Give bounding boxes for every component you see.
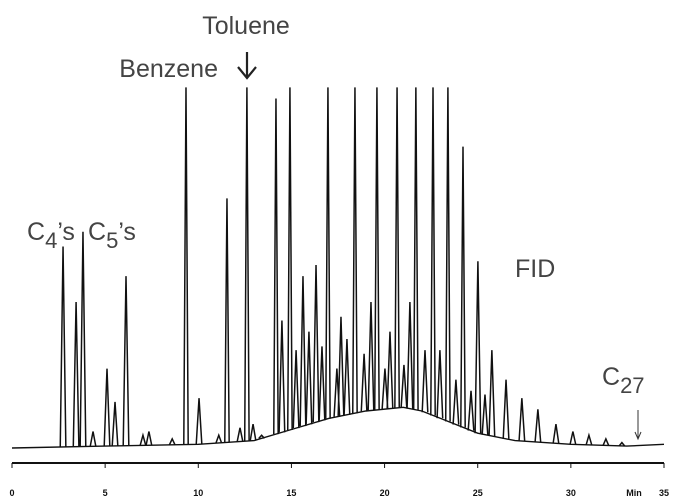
x-tick-label: 30 [566,488,576,498]
peak [552,423,560,444]
peak [258,434,265,439]
peak [421,350,429,413]
peak [381,368,389,410]
peak [502,379,510,439]
peak [111,401,119,447]
annotation: C4’s [27,218,75,253]
annotation-suffix: ’s [57,218,75,246]
annotation: C27 [602,363,645,398]
peak [318,346,326,421]
peak [467,390,475,431]
peak [488,350,496,437]
peak [481,394,489,435]
peak [585,432,593,446]
peak [602,436,610,446]
annotation-text: C [27,218,45,246]
arrow-head [237,66,257,80]
annotation-text: Toluene [202,12,290,40]
peak [367,301,375,411]
peak [299,276,307,427]
x-tick-label: 35 [659,488,669,498]
peak [139,432,147,446]
peak [518,398,526,442]
peak [59,246,67,447]
peak [224,198,230,443]
x-tick-label: 20 [380,488,390,498]
peak [72,301,80,447]
peak [305,331,313,425]
x-tick-label: 25 [473,488,483,498]
peak [337,316,345,416]
peak [183,87,189,445]
peak [103,368,111,447]
annotation-text: FID [515,255,555,283]
peak [324,87,331,419]
peak [122,276,130,446]
annotation-text: Benzene [119,55,218,83]
peak [444,87,451,422]
peak [236,427,244,442]
annotation-text: C [88,218,106,246]
peak [286,87,293,430]
peak [618,441,626,447]
x-tick-label: 10 [193,488,203,498]
peak [400,364,408,408]
peak [89,431,97,447]
peak [312,264,320,423]
peak [215,432,223,444]
peak [569,431,577,445]
peak [243,87,250,442]
peak [195,398,203,445]
annotation-suffix: ’s [118,218,136,246]
peak [436,350,444,419]
x-tick-label: 15 [286,488,296,498]
toluene-arrow [237,52,257,80]
peak [406,301,414,409]
baseline-trace [11,406,665,449]
peak [360,353,368,412]
annotation: FID [515,255,555,283]
peak [292,350,300,429]
peak [394,87,401,408]
peak [168,437,176,446]
peak [412,87,419,410]
peak [343,338,351,415]
annotation-subscript: 27 [620,373,644,398]
peak [373,87,380,410]
annotation: Toluene [202,12,290,40]
annotation-subscript: 5 [106,228,118,253]
arrow-head [634,431,642,441]
peak [145,431,153,446]
peak [278,320,286,433]
peak [430,87,436,416]
peak [386,331,394,409]
peak [460,146,466,428]
c27-arrow [634,410,642,441]
peak [79,231,87,447]
annotation: C5’s [88,218,136,253]
annotation: Benzene [119,55,218,83]
annotation-text: C [602,363,620,391]
peak [452,379,460,425]
peak [474,261,482,434]
peak [352,87,358,414]
x-tick-label: 0 [9,488,14,498]
peak [534,409,542,443]
peak [273,98,279,435]
annotation-subscript: 4 [45,228,57,253]
x-tick-label: 5 [103,488,108,498]
peak [249,423,257,441]
x-axis-label: Min [626,488,642,498]
